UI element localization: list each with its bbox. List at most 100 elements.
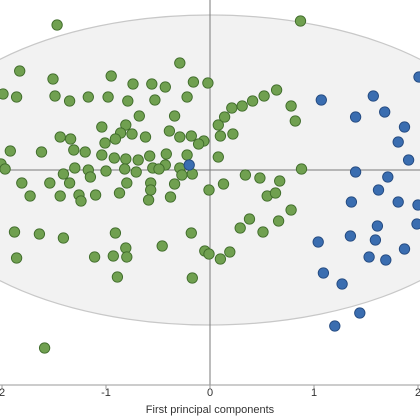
data-point-group-a (174, 57, 186, 69)
data-point-group-a (132, 154, 144, 166)
data-point-group-a (10, 91, 23, 103)
data-point-group-a (295, 163, 308, 175)
data-point-group-b (312, 236, 324, 248)
data-point-group-a (33, 228, 46, 240)
data-point-group-a (109, 133, 122, 145)
data-point-group-b (398, 121, 411, 133)
data-point-group-a (149, 94, 161, 106)
data-point-group-a (82, 91, 94, 103)
data-point-group-a (243, 213, 256, 225)
data-point-group-a (214, 130, 227, 142)
data-point-group-a (63, 177, 76, 189)
data-point-group-a (8, 226, 21, 238)
data-point-group-a (102, 91, 114, 103)
x-tick-label: 2 (0, 387, 5, 399)
data-point-group-b (411, 218, 420, 230)
data-point-group-a (226, 102, 238, 114)
data-point-group-a (84, 171, 97, 183)
data-point-group-a (24, 190, 36, 202)
data-point-group-b (363, 251, 375, 263)
data-point-group-a (57, 168, 70, 180)
data-point-group-a (239, 169, 252, 181)
data-point-group-b (372, 184, 385, 196)
data-point-group-b (344, 230, 357, 242)
data-point-group-a (121, 177, 133, 189)
data-point-group-b (392, 196, 404, 208)
data-point-group-a (127, 78, 139, 90)
data-point-group-a (111, 271, 124, 283)
data-point-group-a (274, 175, 286, 187)
data-point-group-a (96, 121, 108, 133)
data-point-group-a (289, 115, 301, 127)
data-point-group-a (236, 100, 248, 112)
data-point-group-a (181, 149, 193, 161)
data-point-group-b (392, 136, 404, 148)
data-point-group-a (109, 227, 122, 239)
data-point-group-a (214, 253, 227, 265)
data-point-group-a (185, 130, 197, 142)
data-point-group-a (47, 73, 59, 85)
data-point-group-b (413, 71, 420, 83)
data-point-group-a (192, 138, 205, 150)
data-point-group-b (315, 94, 327, 106)
data-point-group-a (108, 152, 120, 164)
data-point-group-a (49, 90, 61, 102)
data-point-group-a (51, 19, 63, 31)
data-point-group-a (10, 252, 23, 264)
data-point-group-a (126, 128, 138, 140)
data-point-group-a (270, 84, 283, 96)
data-point-group-a (4, 145, 16, 157)
data-point-group-a (130, 166, 142, 178)
data-point-group-b (329, 320, 341, 332)
data-point-group-a (88, 251, 101, 263)
data-point-group-a (285, 100, 297, 112)
data-point-group-a (217, 178, 230, 190)
data-point-group-a (174, 131, 186, 143)
data-point-group-a (257, 226, 269, 238)
data-point-group-a (203, 184, 215, 196)
data-point-group-a (113, 187, 126, 199)
data-point-group-a (0, 163, 11, 175)
data-point-group-a (142, 194, 155, 206)
data-point-group-b (402, 154, 415, 166)
data-point-group-b (369, 234, 382, 246)
data-point-group-a (181, 91, 193, 103)
x-tick-label: 2 (415, 387, 420, 399)
data-point-group-a (146, 78, 158, 90)
data-point-group-a (187, 76, 200, 88)
data-point-group-a (35, 146, 48, 158)
data-point-group-a (212, 151, 224, 163)
data-point-group-a (156, 240, 168, 252)
data-point-group-a (145, 184, 157, 196)
data-point-group-a (120, 153, 132, 165)
x-tick-label: 1 (311, 387, 317, 399)
data-point-group-b (183, 159, 195, 171)
data-point-group-b (398, 243, 411, 255)
data-point-group-a (212, 119, 224, 131)
data-point-group-a (285, 204, 297, 216)
data-point-group-a (133, 110, 145, 122)
data-point-group-b (317, 267, 330, 279)
data-point-group-b (371, 220, 384, 232)
data-point-group-a (75, 195, 87, 207)
data-point-group-a (272, 215, 285, 227)
data-point-group-a (164, 191, 177, 203)
data-point-group-a (16, 177, 28, 189)
data-point-group-a (122, 95, 134, 107)
data-point-group-a (258, 90, 270, 102)
data-point-group-b (379, 106, 391, 118)
data-point-group-a (153, 163, 165, 175)
data-point-group-b (349, 166, 362, 178)
data-point-group-a (186, 272, 198, 284)
data-point-group-a (64, 133, 77, 145)
data-point-group-a (160, 148, 172, 160)
x-ticks: 2 -1 0 1 2 (0, 385, 420, 399)
data-point-group-a (168, 178, 181, 190)
data-point-group-a (168, 110, 181, 122)
data-point-group-a (89, 189, 102, 201)
data-point-group-b (367, 90, 379, 102)
x-tick-label: -1 (101, 387, 111, 399)
data-point-group-a (269, 187, 282, 199)
data-point-group-b (354, 307, 366, 319)
data-point-group-a (203, 248, 215, 260)
